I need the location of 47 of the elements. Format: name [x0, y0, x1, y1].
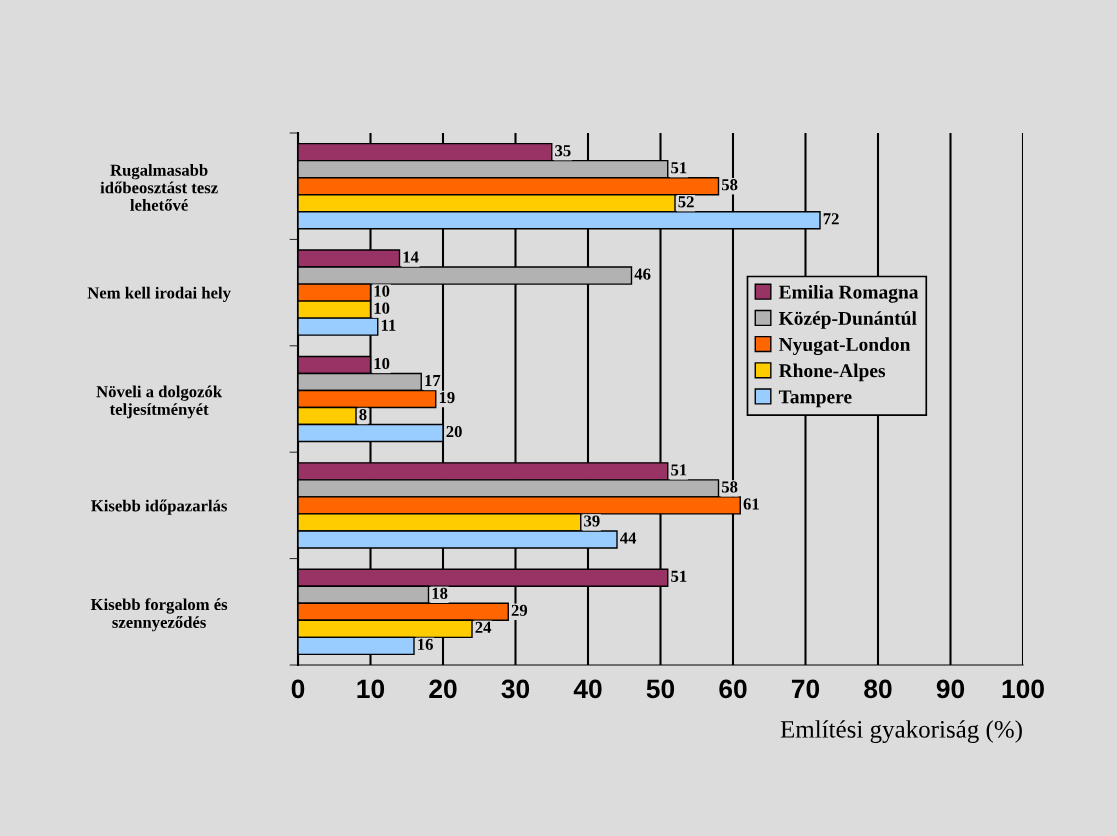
data-label: 20 — [446, 425, 462, 438]
data-label: 44 — [620, 532, 637, 544]
data-label: 39 — [584, 515, 600, 527]
x-tick-label: 80 — [864, 679, 892, 699]
legend-label: Emilia Romagna — [778, 284, 919, 303]
data-label: 52 — [678, 196, 694, 208]
x-tick-label: 20 — [429, 679, 457, 699]
x-tick-label: 10 — [357, 679, 385, 699]
data-label: 18 — [432, 587, 448, 599]
data-label: 8 — [359, 408, 367, 421]
y-tick-label: Kisebb időpazarlás — [91, 499, 227, 515]
data-label: 10 — [374, 285, 390, 297]
data-label: 72 — [823, 213, 839, 225]
data-label: 46 — [634, 268, 651, 280]
legend-label: Nyugat-London — [778, 337, 911, 356]
x-tick-label: 40 — [573, 679, 602, 699]
data-label: 10 — [374, 302, 390, 314]
y-tick-label: Kisebb forgalom és szennyeződés — [90, 598, 228, 632]
data-label: 11 — [381, 319, 396, 331]
x-tick-label: 30 — [501, 679, 530, 699]
data-label: 19 — [439, 391, 455, 404]
y-tick-label: Rugalmasabb időbeosztást tesz lehetővé — [100, 164, 218, 211]
data-label: 14 — [403, 251, 419, 263]
data-label: 51 — [671, 162, 687, 174]
data-label: 35 — [555, 145, 571, 157]
data-label: 61 — [743, 498, 759, 510]
x-tick-label: 70 — [791, 679, 820, 699]
data-label: 17 — [425, 374, 441, 386]
data-label: 24 — [475, 621, 492, 633]
x-tick-label: 50 — [646, 679, 675, 699]
data-label: 51 — [671, 464, 687, 476]
data-label: 58 — [721, 179, 738, 191]
data-label: 58 — [721, 481, 738, 493]
x-tick-label: 90 — [936, 679, 965, 699]
legend-label: Tampere — [778, 390, 852, 408]
data-label: 16 — [418, 638, 433, 651]
data-label: 51 — [671, 570, 687, 582]
x-axis-title: Említési gyakoriság (%) — [780, 720, 1022, 743]
y-tick-label: Növeli a dolgozók teljesítményét — [96, 385, 223, 419]
x-tick-label: 0 — [291, 679, 305, 699]
data-label: 10 — [374, 357, 390, 370]
x-tick-label: 100 — [1002, 679, 1044, 699]
legend-label: Rhone-Alpes — [778, 363, 886, 382]
y-tick-label: Nem kell irodai hely — [87, 286, 231, 302]
legend-label: Közép-Dunántúl — [778, 311, 917, 329]
data-label: 29 — [511, 604, 528, 616]
x-tick-label: 60 — [719, 679, 747, 699]
